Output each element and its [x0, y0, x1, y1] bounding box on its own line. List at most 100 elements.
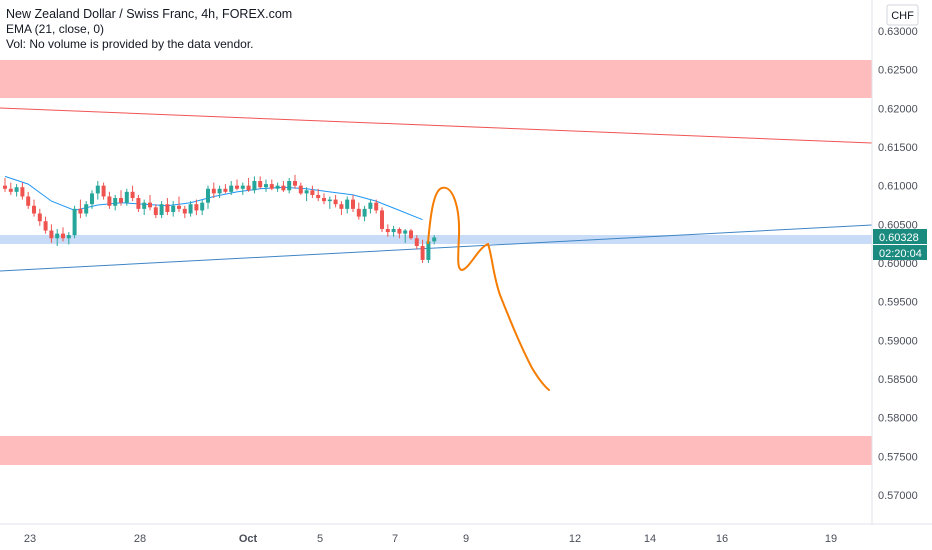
candle[interactable]: [200, 199, 205, 216]
candle[interactable]: [206, 185, 210, 209]
candle[interactable]: [322, 193, 326, 205]
candle[interactable]: [136, 194, 141, 212]
candle[interactable]: [339, 201, 344, 216]
candle[interactable]: [61, 227, 65, 242]
candle[interactable]: [72, 205, 77, 239]
candle-body: [171, 205, 176, 212]
demand-zone[interactable]: [0, 436, 872, 465]
candle[interactable]: [229, 181, 234, 195]
symbol-title[interactable]: New Zealand Dollar / Swiss Franc, 4h, FO…: [6, 7, 293, 21]
candle[interactable]: [391, 225, 396, 237]
candle[interactable]: [304, 187, 309, 202]
candle[interactable]: [275, 182, 280, 192]
resistance-trendline[interactable]: [0, 107, 873, 144]
candle[interactable]: [211, 182, 216, 199]
price-axis[interactable]: 0.63000 0.62500 0.62000 0.61500 0.61000 0.605…: [878, 26, 918, 502]
candle[interactable]: [194, 199, 199, 216]
volume-legend[interactable]: Vol: No volume is provided by the data v…: [6, 37, 254, 51]
candle[interactable]: [43, 216, 48, 234]
candle[interactable]: [264, 179, 268, 192]
candle-body: [130, 191, 135, 199]
candle[interactable]: [374, 199, 379, 214]
candle[interactable]: [20, 182, 25, 200]
candle[interactable]: [142, 199, 147, 216]
candle[interactable]: [397, 227, 402, 239]
time-tick-label: 16: [716, 533, 728, 545]
candle[interactable]: [49, 224, 54, 243]
candle[interactable]: [130, 185, 135, 202]
candle[interactable]: [107, 191, 112, 209]
candle[interactable]: [327, 196, 332, 209]
candle[interactable]: [119, 190, 123, 206]
candle[interactable]: [95, 181, 100, 200]
candle[interactable]: [345, 196, 350, 214]
candle[interactable]: [414, 235, 419, 250]
candle[interactable]: [316, 188, 321, 202]
candle[interactable]: [32, 199, 36, 217]
candle[interactable]: [124, 188, 129, 206]
candle[interactable]: [362, 205, 367, 222]
candle[interactable]: [293, 174, 297, 189]
candle-body: [194, 204, 199, 211]
candle[interactable]: [385, 224, 390, 237]
candle[interactable]: [188, 201, 193, 217]
ema-legend[interactable]: EMA (21, close, 0): [6, 22, 105, 36]
candle[interactable]: [55, 228, 60, 246]
candle[interactable]: [252, 176, 257, 194]
time-tick-label: 28: [134, 533, 146, 545]
candle[interactable]: [37, 208, 42, 226]
candle[interactable]: [66, 232, 71, 245]
current-price-label: 0.60328: [879, 232, 919, 244]
candle[interactable]: [148, 194, 152, 211]
candle-body: [333, 199, 338, 205]
candle[interactable]: [171, 201, 176, 217]
candle[interactable]: [153, 204, 158, 219]
candle[interactable]: [420, 239, 425, 263]
resistance-zone[interactable]: [0, 60, 872, 98]
candle[interactable]: [235, 179, 239, 191]
time-tick-label: 23: [24, 533, 36, 545]
time-axis[interactable]: 23 28 Oct 5 7 9 12 14 16 19: [24, 533, 837, 545]
candle[interactable]: [101, 182, 106, 200]
candle[interactable]: [26, 191, 31, 209]
candle[interactable]: [380, 207, 384, 233]
candle[interactable]: [368, 199, 373, 214]
candle[interactable]: [8, 182, 13, 195]
candle[interactable]: [258, 176, 263, 189]
candle[interactable]: [269, 179, 274, 191]
candle[interactable]: [182, 205, 187, 219]
candle[interactable]: [78, 199, 83, 219]
candle[interactable]: [333, 194, 338, 208]
candle[interactable]: [409, 228, 413, 240]
candle[interactable]: [223, 184, 228, 194]
candle[interactable]: [3, 177, 7, 192]
candle-body: [322, 198, 326, 202]
candle[interactable]: [287, 177, 292, 194]
currency-button[interactable]: [886, 4, 919, 26]
candle-body: [43, 221, 48, 231]
candle[interactable]: [240, 182, 245, 195]
candle-body: [304, 190, 309, 194]
candle[interactable]: [246, 177, 251, 192]
candle[interactable]: [159, 201, 164, 219]
candle[interactable]: [403, 228, 408, 243]
candle[interactable]: [351, 194, 355, 212]
candle[interactable]: [432, 235, 437, 245]
candle-body: [107, 196, 112, 206]
candle[interactable]: [298, 182, 303, 195]
candle-body: [148, 202, 152, 208]
projection-drawing[interactable]: [427, 186, 550, 391]
candle[interactable]: [113, 194, 118, 211]
candle[interactable]: [310, 185, 315, 199]
candle[interactable]: [14, 184, 19, 197]
support-trendline[interactable]: [0, 224, 873, 272]
candle[interactable]: [217, 185, 222, 199]
candle[interactable]: [281, 181, 286, 192]
candle[interactable]: [165, 198, 170, 216]
candle[interactable]: [177, 196, 181, 212]
candle[interactable]: [84, 201, 89, 217]
candle[interactable]: [356, 202, 361, 220]
candle[interactable]: [90, 190, 94, 209]
